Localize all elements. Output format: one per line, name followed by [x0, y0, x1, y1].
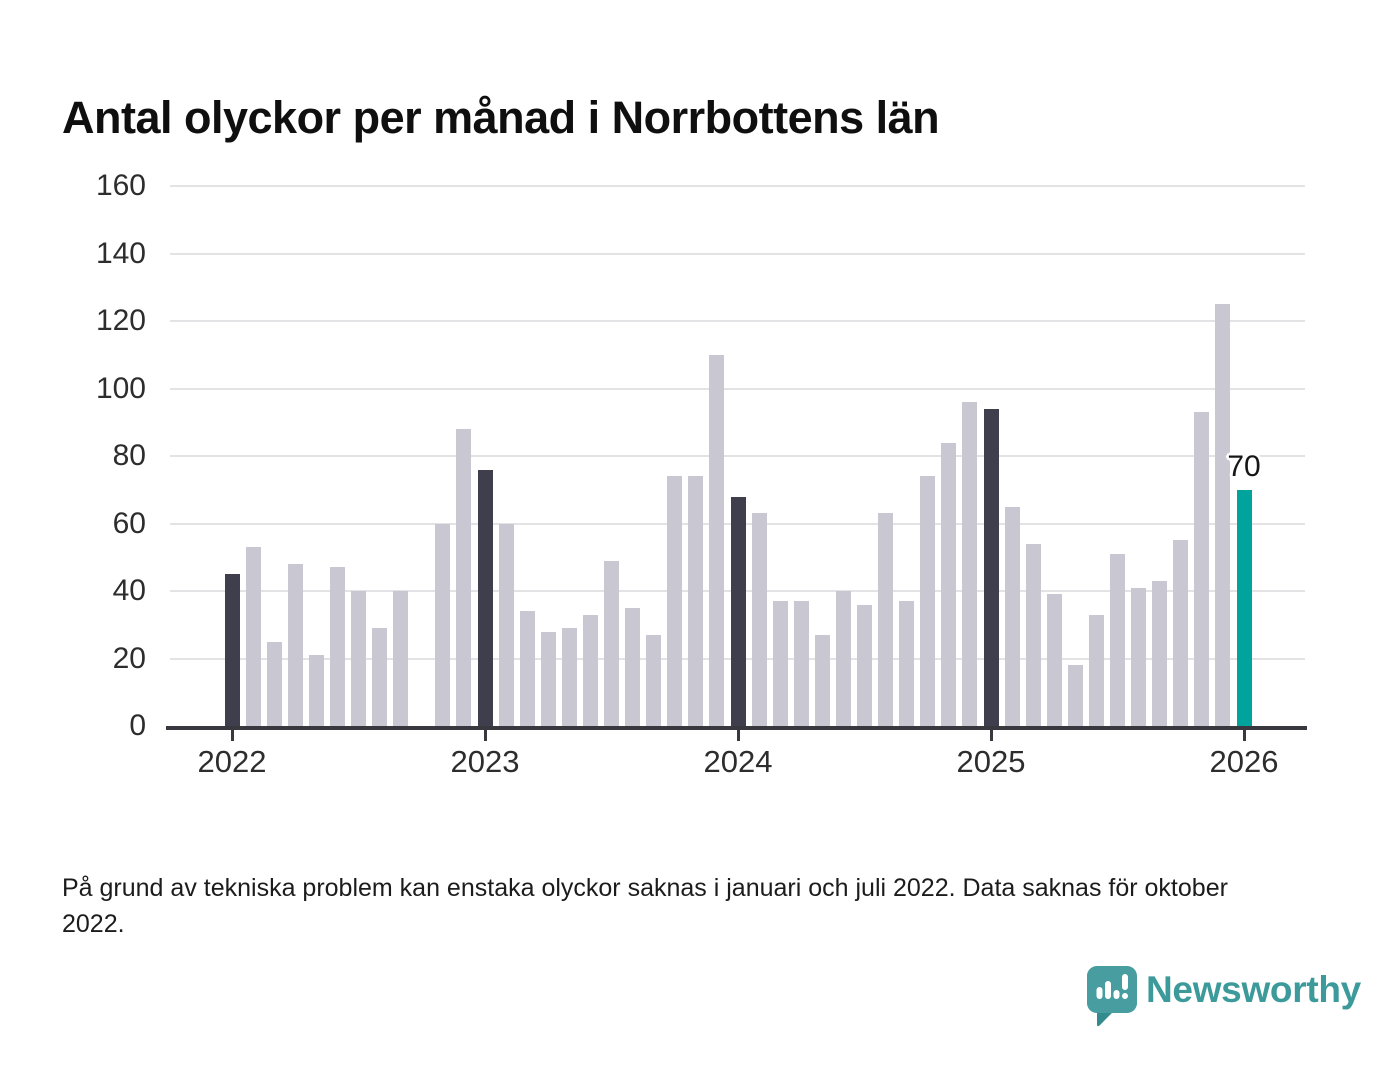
plot-area: 0 20 40 60 80 100 120 140 160 2022 2023 2024 2025 202…: [96, 169, 1307, 779]
bar-2023-06: [582, 614, 598, 728]
bar-2023-02: [498, 523, 514, 728]
y-axis-tick-label: 120: [95, 304, 146, 337]
y-axis-tick-label: 60: [112, 506, 146, 540]
y-axis-tick-label: 140: [95, 236, 146, 270]
bar-2022-06: [329, 567, 345, 728]
highlight-value-label: 70: [1227, 449, 1261, 483]
y-axis-tick-label: 0: [129, 709, 146, 742]
bar-2024-04: [793, 601, 809, 728]
x-axis-tick: [483, 730, 487, 741]
newsworthy-logo-text: Newsworthy: [1146, 969, 1361, 1010]
bar-2025-08: [1131, 587, 1147, 728]
bar-2024-11: [941, 442, 957, 728]
x-axis-tick-label: 2022: [197, 744, 267, 779]
bar-2024-02: [751, 513, 767, 728]
newsworthy-speech-bubble-bar-chart-icon: [1087, 966, 1137, 1027]
x-axis-tick: [1242, 730, 1246, 741]
y-axis-tick-label: 160: [95, 169, 146, 202]
gridline: [170, 455, 1305, 457]
bar-2024-08: [878, 513, 894, 728]
bar-2023-09: [646, 634, 662, 728]
x-axis-tick: [230, 730, 234, 741]
x-axis-tick-label: 2026: [1209, 744, 1279, 779]
x-axis-tick: [736, 730, 740, 741]
bar-2023-05: [561, 628, 577, 728]
bar-2026-01: [1236, 489, 1252, 728]
x-axis-tick-label: 2025: [956, 744, 1026, 779]
bar-2024-06: [835, 591, 851, 728]
gridline: [170, 320, 1305, 322]
bar-2024-07: [857, 604, 872, 728]
x-axis-tick-label: 2023: [450, 744, 520, 779]
bar-2022-04: [287, 564, 303, 728]
bar-2025-04: [1046, 594, 1062, 728]
chart-footnote: På grund av tekniska problem kan enstaka…: [62, 874, 1228, 938]
bar-2023-03: [519, 611, 535, 728]
bar-2025-10: [1173, 540, 1189, 728]
bar-2023-08: [625, 607, 641, 728]
bar-2023-11: [688, 476, 704, 728]
chart-title: Antal olyckor per månad i Norrbottens lä…: [62, 92, 940, 144]
bar-2025-06: [1088, 614, 1104, 728]
y-axis-tick-label: 100: [95, 371, 146, 405]
gridline: [170, 387, 1305, 390]
bar-2025-12: [1215, 304, 1231, 728]
bar-2025-07: [1110, 553, 1125, 728]
y-axis-tick-label: 80: [112, 439, 146, 472]
y-axis-tick-label: 20: [112, 641, 146, 675]
bar-2023-07: [604, 560, 619, 728]
bar-2025-01: [983, 408, 999, 728]
bar-2025-05: [1067, 665, 1083, 728]
bar-2022-12: [456, 429, 472, 728]
x-axis-tick: [989, 730, 993, 741]
x-axis-line: [166, 726, 1307, 730]
gridline: [170, 185, 1305, 187]
bar-2023-12: [709, 354, 725, 728]
bar-2022-08: [372, 628, 388, 728]
bar-2024-10: [920, 476, 936, 728]
bar-2025-11: [1194, 412, 1210, 728]
bar-2024-12: [962, 402, 978, 728]
bar-2022-11: [435, 523, 451, 728]
gridline: [170, 252, 1305, 255]
bar-2022-01: [224, 574, 240, 728]
y-axis-tick-label: 40: [112, 574, 146, 607]
bar-2025-02: [1004, 506, 1020, 728]
bar-2023-01: [477, 469, 493, 728]
x-axis-tick-label: 2024: [703, 744, 773, 779]
bar-2022-09: [393, 591, 409, 728]
bar-2022-02: [245, 547, 261, 728]
bar-2025-03: [1025, 543, 1041, 728]
bar-2023-04: [540, 631, 556, 728]
bar-2024-09: [899, 601, 915, 728]
bar-2022-07: [351, 591, 366, 728]
bar-2022-03: [266, 641, 282, 728]
newsworthy-logo: Newsworthy: [1086, 963, 1361, 1033]
bar-2025-09: [1152, 580, 1168, 728]
bar-2022-05: [308, 655, 324, 728]
bar-2024-03: [772, 601, 788, 728]
bar-2023-10: [667, 476, 683, 728]
bar-2024-05: [814, 634, 830, 728]
bar-2024-01: [730, 496, 746, 728]
